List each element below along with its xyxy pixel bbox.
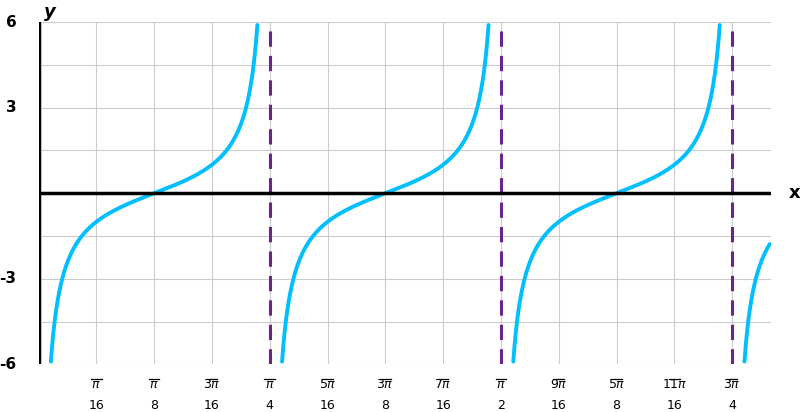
Text: 4: 4 — [728, 399, 736, 412]
Text: $11\pi$: $11\pi$ — [662, 378, 687, 391]
Text: 16: 16 — [204, 399, 220, 412]
Text: $9\pi$: $9\pi$ — [550, 378, 567, 391]
Text: $3\pi$: $3\pi$ — [377, 378, 394, 391]
Text: x: x — [788, 184, 800, 202]
Text: y: y — [44, 2, 56, 21]
Text: $\pi$: $\pi$ — [496, 378, 506, 391]
Text: $\pi$: $\pi$ — [265, 378, 274, 391]
Text: 16: 16 — [666, 399, 682, 412]
Text: 2: 2 — [497, 399, 505, 412]
Text: 8: 8 — [382, 399, 390, 412]
Text: $3\pi$: $3\pi$ — [203, 378, 221, 391]
Text: 6: 6 — [6, 14, 17, 30]
Text: -6: -6 — [0, 357, 17, 372]
Text: $\pi$: $\pi$ — [91, 378, 101, 391]
Text: $5\pi$: $5\pi$ — [608, 378, 626, 391]
Text: 3: 3 — [6, 100, 17, 115]
Text: 16: 16 — [551, 399, 566, 412]
Text: 4: 4 — [266, 399, 274, 412]
Text: 8: 8 — [150, 399, 158, 412]
Text: $3\pi$: $3\pi$ — [723, 378, 741, 391]
Text: 16: 16 — [320, 399, 335, 412]
Text: $5\pi$: $5\pi$ — [318, 378, 336, 391]
Text: 8: 8 — [613, 399, 621, 412]
Text: $7\pi$: $7\pi$ — [434, 378, 452, 391]
Text: 16: 16 — [435, 399, 451, 412]
Text: $\pi$: $\pi$ — [150, 378, 159, 391]
Text: 16: 16 — [89, 399, 104, 412]
Text: -3: -3 — [0, 272, 17, 286]
